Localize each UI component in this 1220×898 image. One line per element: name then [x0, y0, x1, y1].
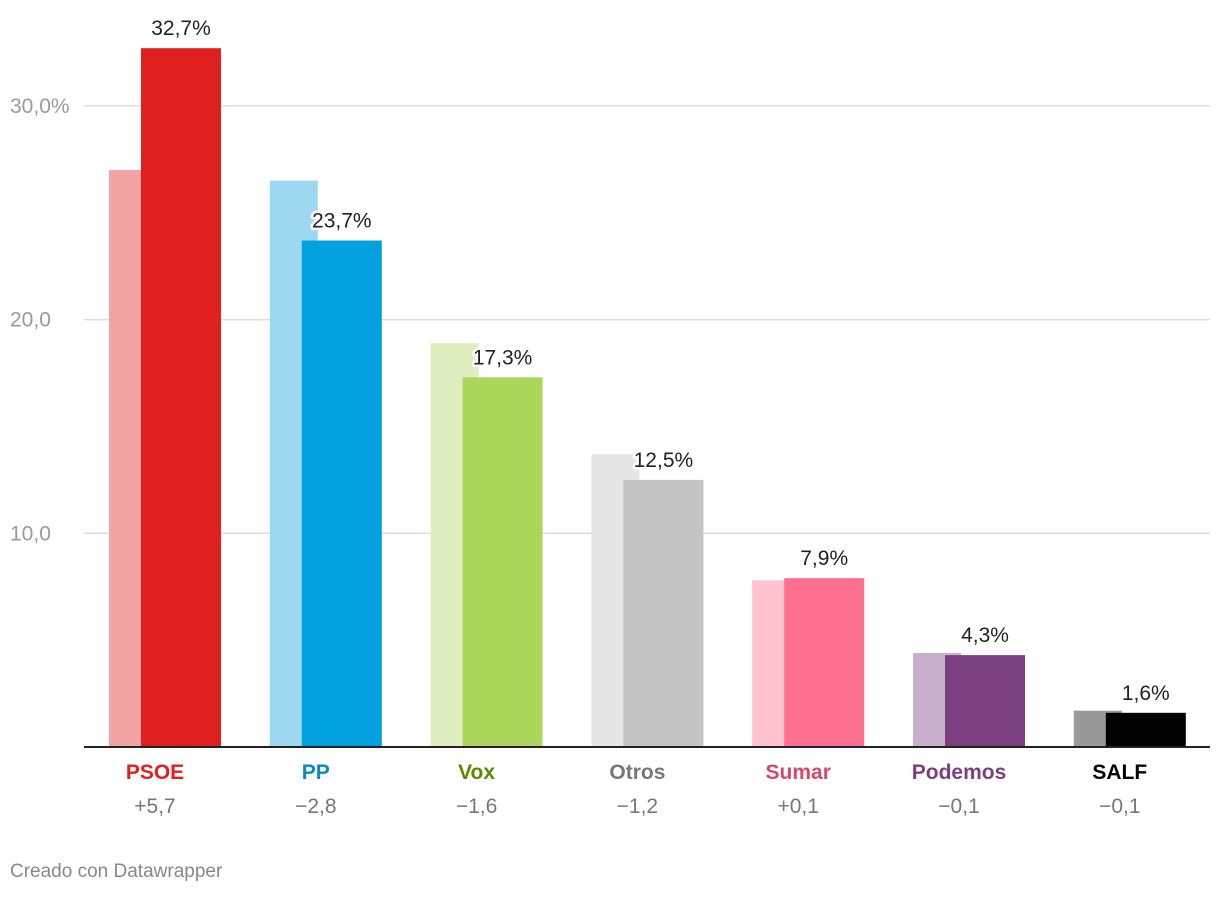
value-label: 12,5% [634, 449, 694, 472]
category-label: SALF [1092, 761, 1147, 784]
change-label: −0,1 [938, 795, 979, 818]
bar-current-vox [462, 377, 543, 747]
labels: 32,7% PSOE +5,7 23,7% PP −2,8 17,3% Vox −1,6 12,5… [84, 15, 1210, 818]
change-label: −2,8 [295, 795, 336, 818]
bar-current-podemos [945, 655, 1025, 747]
bar-current-otros [623, 479, 704, 747]
value-label: 1,6% [1122, 682, 1170, 705]
bar-current-psoe [141, 48, 221, 748]
change-label: −1,2 [617, 795, 658, 818]
bars [109, 48, 1186, 748]
value-label: 32,7% [151, 17, 211, 40]
category-label: PP [302, 761, 330, 784]
category-label: Vox [458, 761, 495, 784]
change-label: −0,1 [1099, 795, 1140, 818]
bar-current-sumar [784, 578, 865, 747]
category-label: PSOE [126, 761, 184, 784]
footer-credit: Creado con Datawrapper [10, 861, 223, 882]
change-label: +0,1 [777, 795, 818, 818]
y-tick-label: 30,0% [10, 95, 70, 118]
bar-current-salf [1105, 712, 1186, 747]
value-label: 17,3% [473, 346, 533, 369]
y-tick-label: 20,0 [10, 309, 51, 332]
value-label: 23,7% [312, 210, 372, 233]
category-label: Otros [609, 761, 665, 784]
category-label: Sumar [766, 761, 831, 784]
y-tick-label: 10,0 [10, 522, 51, 545]
change-label: −1,6 [456, 795, 497, 818]
change-label: +5,7 [134, 795, 175, 818]
category-label: Podemos [912, 761, 1007, 784]
bar-current-pp [301, 240, 382, 747]
value-label: 4,3% [961, 624, 1009, 647]
value-label: 7,9% [800, 547, 848, 570]
